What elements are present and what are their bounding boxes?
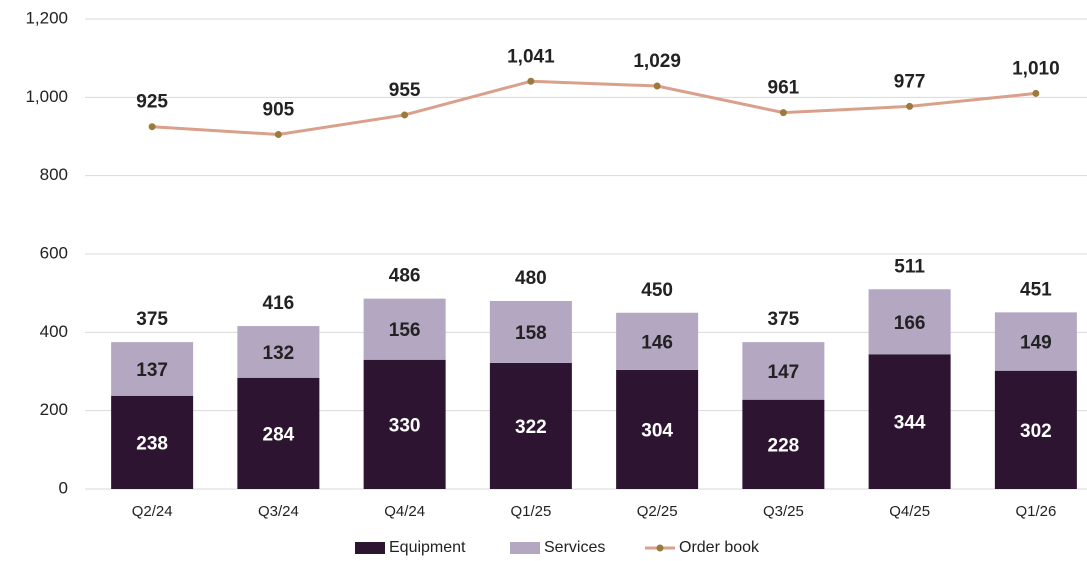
bar-segment [111, 395, 194, 489]
y-tick-label: 200 [40, 400, 68, 419]
x-tick-label: Q4/24 [384, 503, 425, 520]
y-tick-label: 600 [40, 243, 68, 262]
total-label: 511 [894, 256, 925, 277]
data-label: 905 [263, 100, 295, 121]
bar-segment [363, 298, 446, 360]
y-tick-label: 1,000 [25, 87, 68, 106]
total-label: 480 [515, 268, 547, 289]
legend-label: Equipment [389, 539, 466, 556]
data-label: 330 [389, 415, 421, 436]
x-tick-label: Q3/25 [763, 503, 804, 520]
data-label: 955 [389, 80, 421, 101]
x-tick-label: Q1/25 [510, 503, 551, 520]
total-label: 486 [389, 266, 421, 287]
bar-segment [994, 370, 1077, 489]
data-label: 284 [263, 424, 295, 445]
data-label: 322 [515, 417, 547, 438]
total-label: 416 [263, 293, 295, 314]
x-tick-label: Q2/25 [637, 503, 678, 520]
data-label: 1,010 [1012, 58, 1060, 79]
x-tick-label: Q2/24 [132, 503, 173, 520]
bar-segment [616, 312, 699, 370]
total-label: 450 [641, 280, 673, 301]
bar-segment [742, 399, 825, 489]
bar-segment [616, 369, 699, 489]
y-tick-label: 800 [40, 165, 68, 184]
data-label: 961 [768, 78, 800, 99]
legend-label: Services [544, 539, 605, 556]
total-label: 451 [1020, 279, 1052, 300]
legend-swatch [355, 542, 385, 554]
data-label: 344 [894, 413, 926, 434]
bar-segment [237, 326, 320, 378]
legend-marker [656, 544, 664, 552]
line-marker [653, 82, 661, 90]
data-label: 146 [641, 332, 673, 353]
line-marker [1032, 89, 1040, 97]
data-label: 238 [136, 433, 168, 454]
x-tick-label: Q1/26 [1015, 503, 1056, 520]
data-label: 304 [641, 420, 673, 441]
legend-swatch [510, 542, 540, 554]
data-label: 156 [389, 320, 421, 341]
bar-segment [489, 362, 572, 489]
data-label: 132 [263, 343, 295, 364]
data-label: 149 [1020, 333, 1052, 354]
y-tick-label: 0 [59, 478, 68, 497]
data-label: 166 [894, 313, 926, 334]
bar-segment [868, 354, 951, 489]
line-marker [274, 131, 282, 139]
bar-segment [868, 289, 951, 355]
bar-segment [742, 342, 825, 400]
data-label: 228 [768, 435, 800, 456]
line-marker [779, 109, 787, 117]
x-tick-label: Q3/24 [258, 503, 299, 520]
bar-segment [489, 301, 572, 363]
bar-segment [111, 342, 194, 396]
data-label: 158 [515, 323, 547, 344]
legend-label: Order book [679, 539, 760, 556]
data-label: 302 [1020, 421, 1052, 442]
bar-segment [237, 377, 320, 489]
y-tick-label: 1,200 [25, 8, 68, 27]
total-label: 375 [136, 309, 168, 330]
line-marker [527, 77, 535, 85]
line-marker [906, 102, 914, 110]
line-marker [148, 123, 156, 131]
x-tick-label: Q4/25 [889, 503, 930, 520]
line-marker [401, 111, 409, 119]
bar-segment [363, 359, 446, 489]
y-tick-label: 400 [40, 322, 68, 341]
data-label: 1,041 [507, 46, 555, 67]
data-label: 925 [136, 92, 168, 113]
data-label: 977 [894, 71, 926, 92]
total-label: 375 [768, 309, 800, 330]
bar-segment [994, 312, 1077, 371]
line [152, 79, 1037, 137]
data-label: 137 [136, 360, 168, 381]
data-label: 147 [768, 362, 800, 383]
data-label: 1,029 [633, 51, 681, 72]
